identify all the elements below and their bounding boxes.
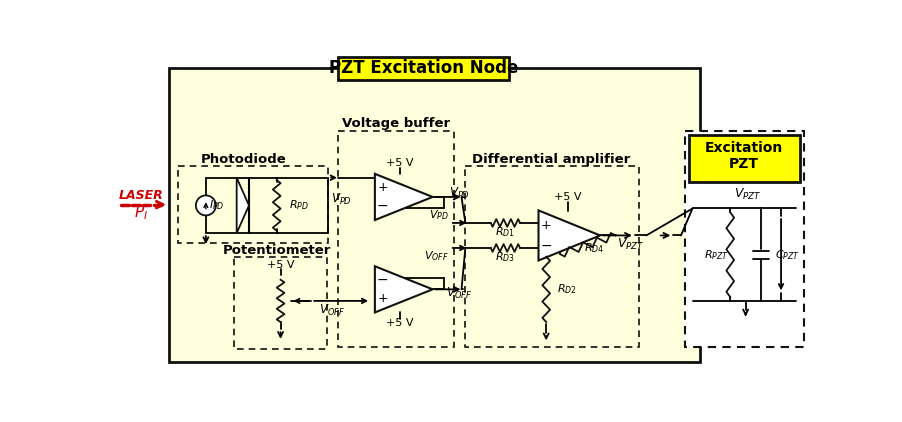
Text: +: +	[541, 219, 551, 232]
Text: +5 V: +5 V	[386, 158, 414, 168]
Text: −: −	[540, 238, 552, 252]
Text: −: −	[377, 199, 389, 213]
Bar	[685, 132, 805, 347]
Text: Voltage buffer: Voltage buffer	[342, 117, 450, 130]
Text: $P_I$: $P_I$	[134, 203, 148, 222]
Text: $R_{PZT}$: $R_{PZT}$	[704, 248, 729, 262]
Text: $V_{OFF}$: $V_{OFF}$	[319, 303, 345, 319]
Text: Potentiometer: Potentiometer	[223, 244, 331, 257]
Bar	[338, 132, 454, 347]
Polygon shape	[538, 211, 600, 260]
Text: $V_{PD}$: $V_{PD}$	[331, 192, 353, 207]
Text: +5 V: +5 V	[267, 260, 294, 270]
Text: $C_{PZT}$: $C_{PZT}$	[775, 248, 800, 262]
Text: $R_{D2}$: $R_{D2}$	[557, 282, 577, 296]
Text: $V_{PZT}$: $V_{PZT}$	[617, 237, 645, 252]
Polygon shape	[375, 174, 433, 220]
Bar	[178, 166, 328, 243]
Text: Differential amplifier: Differential amplifier	[473, 154, 630, 167]
Text: −: −	[377, 273, 389, 287]
Text: +: +	[377, 181, 388, 194]
Text: $R_{D3}$: $R_{D3}$	[495, 250, 515, 264]
Bar	[465, 166, 639, 347]
Text: $R_{D4}$: $R_{D4}$	[584, 242, 604, 255]
Bar	[169, 68, 700, 362]
Text: LASER: LASER	[119, 189, 163, 202]
Text: $V_{PD}$: $V_{PD}$	[428, 208, 448, 222]
Text: $V_{PD}$: $V_{PD}$	[448, 186, 470, 200]
Bar	[338, 57, 510, 80]
Text: +5 V: +5 V	[386, 318, 414, 328]
Text: PZT Excitation Node: PZT Excitation Node	[329, 60, 519, 77]
Text: Photodiode: Photodiode	[201, 154, 287, 167]
Circle shape	[196, 195, 216, 215]
Text: $I_{PD}$: $I_{PD}$	[209, 198, 225, 212]
Text: $R_{D1}$: $R_{D1}$	[495, 225, 515, 239]
Text: $V_{OFF}$: $V_{OFF}$	[424, 249, 448, 262]
Text: PZT: PZT	[729, 157, 759, 171]
Polygon shape	[236, 178, 249, 233]
Text: $R_{PD}$: $R_{PD}$	[289, 198, 309, 212]
Text: +: +	[377, 292, 388, 305]
Bar	[235, 257, 327, 349]
Text: $V_{PZT}$: $V_{PZT}$	[734, 187, 762, 202]
Text: $V_{OFF}$: $V_{OFF}$	[446, 286, 473, 301]
Polygon shape	[375, 266, 433, 312]
Text: Excitation: Excitation	[705, 141, 783, 155]
Bar	[688, 135, 800, 181]
Text: +5 V: +5 V	[554, 192, 582, 202]
